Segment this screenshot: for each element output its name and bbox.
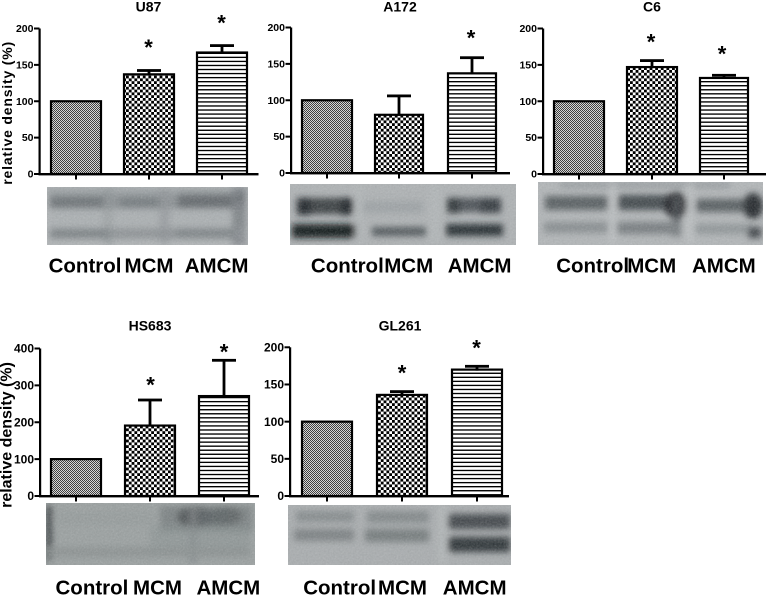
svg-text:*: *	[472, 336, 481, 361]
svg-text:0: 0	[277, 489, 284, 503]
svg-text:100: 100	[519, 96, 537, 108]
svg-text:*: *	[217, 11, 226, 36]
svg-text:100: 100	[14, 452, 34, 466]
svg-text:50: 50	[525, 132, 537, 144]
svg-text:U87: U87	[136, 0, 162, 14]
svg-text:AMCM: AMCM	[197, 577, 261, 596]
svg-text:*: *	[647, 30, 656, 55]
svg-text:*: *	[146, 373, 155, 398]
svg-text:A172: A172	[383, 0, 417, 14]
svg-text:AMCM: AMCM	[692, 255, 756, 278]
svg-text:0: 0	[531, 169, 537, 181]
svg-text:150: 150	[264, 378, 284, 392]
svg-text:*: *	[220, 340, 229, 365]
svg-text:0: 0	[27, 489, 34, 503]
svg-text:Control: Control	[56, 577, 129, 596]
svg-text:relative density (%): relative density (%)	[0, 362, 16, 508]
svg-text:200: 200	[267, 22, 285, 34]
svg-text:150: 150	[16, 59, 34, 71]
svg-text:100: 100	[267, 95, 285, 107]
svg-text:150: 150	[267, 58, 285, 70]
svg-text:MCM: MCM	[627, 255, 676, 278]
svg-text:MCM: MCM	[125, 255, 174, 278]
svg-text:MCM: MCM	[384, 255, 433, 278]
svg-text:200: 200	[264, 340, 284, 354]
svg-text:AMCM: AMCM	[185, 255, 249, 278]
svg-text:relative density (%): relative density (%)	[0, 41, 15, 185]
svg-text:Control: Control	[49, 255, 122, 278]
svg-text:150: 150	[519, 59, 537, 71]
svg-text:200: 200	[14, 415, 34, 429]
svg-text:0: 0	[279, 168, 285, 180]
svg-text:50: 50	[22, 132, 34, 144]
svg-text:*: *	[144, 35, 153, 60]
svg-text:C6: C6	[643, 0, 661, 14]
svg-text:Control: Control	[303, 577, 376, 596]
svg-text:200: 200	[519, 23, 537, 35]
svg-text:0: 0	[28, 169, 34, 181]
svg-text:MCM: MCM	[133, 577, 182, 596]
svg-text:MCM: MCM	[378, 577, 427, 596]
svg-text:*: *	[467, 26, 476, 51]
svg-text:AMCM: AMCM	[448, 255, 512, 278]
svg-text:100: 100	[264, 415, 284, 429]
svg-text:Control: Control	[556, 255, 629, 278]
svg-text:300: 300	[14, 379, 34, 393]
svg-text:Control: Control	[311, 255, 384, 278]
svg-text:AMCM: AMCM	[443, 577, 507, 596]
svg-text:200: 200	[16, 23, 34, 35]
svg-text:50: 50	[271, 452, 285, 466]
svg-text:100: 100	[16, 96, 34, 108]
svg-text:*: *	[718, 42, 727, 67]
svg-text:GL261: GL261	[379, 318, 422, 334]
svg-text:50: 50	[273, 131, 285, 143]
svg-text:*: *	[398, 361, 407, 386]
svg-text:400: 400	[14, 342, 34, 356]
svg-text:HS683: HS683	[129, 318, 172, 334]
